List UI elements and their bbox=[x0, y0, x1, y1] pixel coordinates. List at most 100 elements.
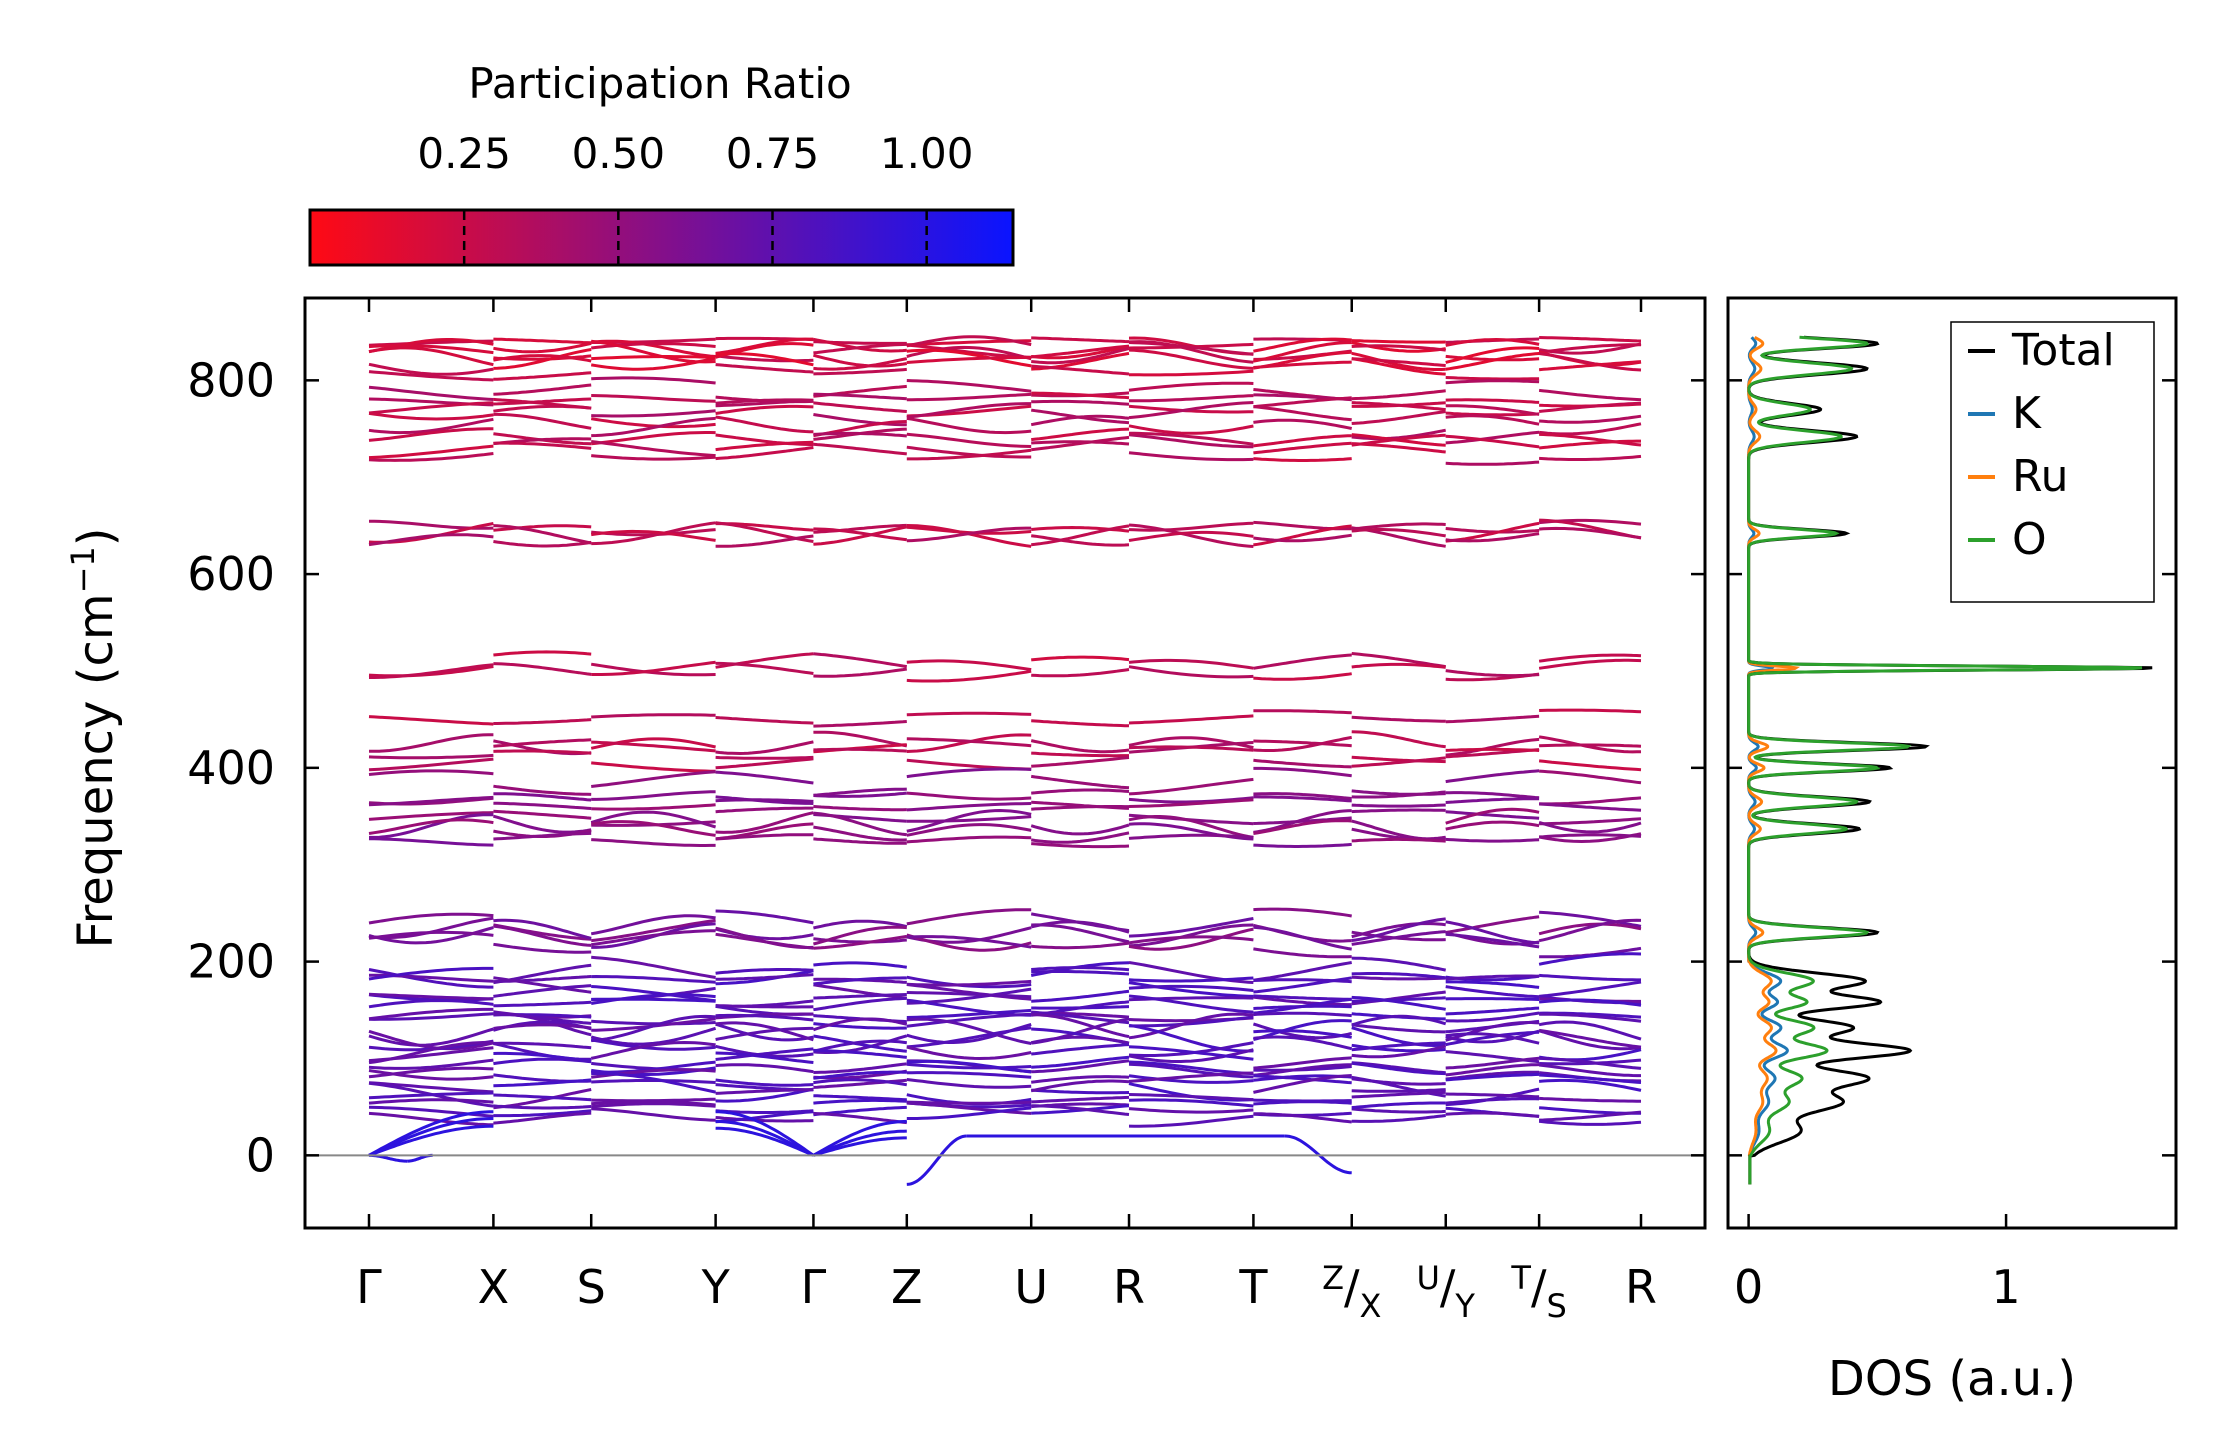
kpoint-label: Y bbox=[701, 1260, 731, 1314]
phonon-band bbox=[813, 934, 908, 950]
phonon-band bbox=[1351, 389, 1446, 401]
phonon-band bbox=[715, 446, 814, 461]
phonon-band bbox=[1351, 1044, 1447, 1059]
phonon-band bbox=[813, 392, 907, 401]
phonon-band bbox=[813, 787, 907, 797]
phonon-band bbox=[368, 417, 494, 435]
phonon-band bbox=[1539, 833, 1642, 839]
acoustic-branch bbox=[715, 1119, 815, 1157]
phonon-band bbox=[906, 933, 1032, 952]
phonon-band bbox=[1253, 1100, 1352, 1106]
acoustic-branch bbox=[812, 1136, 907, 1157]
phonon-band bbox=[1445, 997, 1540, 1001]
phonon-band bbox=[906, 432, 1032, 448]
phonon-band bbox=[1253, 1056, 1352, 1070]
phonon-band bbox=[493, 371, 592, 381]
phonon-band bbox=[813, 837, 907, 845]
band-y-tick-label: 200 bbox=[187, 935, 275, 989]
phonon-band bbox=[1031, 534, 1130, 547]
phonon-band bbox=[1253, 1019, 1352, 1042]
phonon-band bbox=[493, 348, 592, 370]
phonon-band bbox=[1128, 1045, 1254, 1061]
legend-items: Total K Ru O bbox=[1968, 325, 2115, 565]
phonon-band bbox=[1538, 820, 1642, 834]
phonon-band bbox=[715, 1022, 814, 1042]
acoustic-branch bbox=[368, 1124, 494, 1157]
phonon-band bbox=[591, 660, 716, 676]
phonon-band bbox=[493, 984, 592, 998]
phonon-band bbox=[1128, 798, 1254, 808]
phonon-band bbox=[1031, 1013, 1130, 1039]
phonon-band bbox=[1253, 994, 1352, 1001]
phonon-band bbox=[715, 973, 814, 981]
phonon-band bbox=[493, 784, 592, 796]
phonon-band bbox=[906, 335, 1032, 348]
phonon-band bbox=[813, 667, 908, 678]
phonon-band bbox=[493, 1109, 592, 1118]
phonon-band bbox=[591, 355, 716, 361]
phonon-band bbox=[906, 835, 1032, 844]
phonon-band bbox=[906, 1045, 1032, 1061]
phonon-band bbox=[813, 791, 907, 798]
phonon-band bbox=[1030, 823, 1130, 836]
phonon-band bbox=[1351, 1023, 1446, 1034]
phonon-band bbox=[1253, 1004, 1352, 1010]
phonon-band bbox=[906, 392, 1032, 402]
phonon-band bbox=[1445, 1030, 1540, 1047]
phonon-band bbox=[906, 659, 1032, 672]
phonon-band bbox=[906, 669, 1032, 683]
phonon-band bbox=[1128, 984, 1254, 992]
phonon-band bbox=[813, 996, 907, 1012]
phonon-band bbox=[1128, 745, 1254, 752]
phonon-band bbox=[1445, 1032, 1540, 1045]
phonon-band bbox=[591, 409, 716, 418]
phonon-band bbox=[368, 795, 494, 807]
phonon-band bbox=[493, 1057, 592, 1066]
phonon-band bbox=[1031, 719, 1130, 728]
phonon-band bbox=[1031, 1104, 1130, 1116]
phonon-band bbox=[1445, 430, 1540, 445]
phonon-band bbox=[1351, 956, 1447, 972]
band-axes-frame bbox=[303, 296, 1707, 1230]
kpoint-label: R bbox=[1625, 1260, 1657, 1314]
phonon-band bbox=[1351, 790, 1446, 799]
phonon-band bbox=[1128, 1023, 1254, 1053]
phonon-band bbox=[1253, 907, 1352, 918]
phonon-band bbox=[590, 356, 716, 371]
phonon-band bbox=[1538, 769, 1642, 785]
phonon-band bbox=[1031, 344, 1130, 359]
phonon-band bbox=[906, 416, 1032, 435]
phonon-band bbox=[1253, 1011, 1352, 1018]
phonon-band bbox=[813, 342, 907, 355]
phonon-band bbox=[715, 1047, 814, 1061]
phonon-band bbox=[813, 1078, 908, 1087]
phonon-band bbox=[368, 401, 494, 415]
phonon-band bbox=[591, 431, 716, 446]
phonon-band bbox=[1539, 336, 1642, 343]
phonon-band bbox=[813, 961, 907, 969]
phonon-band bbox=[1351, 401, 1446, 412]
phonon-band bbox=[813, 431, 907, 438]
phonon-band bbox=[369, 663, 494, 679]
phonon-band bbox=[906, 379, 1032, 393]
legend-label: Ru bbox=[2012, 451, 2068, 502]
phonon-band bbox=[1445, 807, 1540, 825]
acoustic-branch bbox=[368, 1110, 494, 1157]
phonon-band bbox=[906, 815, 1032, 823]
phonon-band bbox=[591, 454, 716, 461]
phonon-band bbox=[591, 974, 716, 984]
phonon-band bbox=[1445, 932, 1540, 949]
phonon-band bbox=[1253, 976, 1352, 994]
phonon-band bbox=[1538, 342, 1642, 355]
acoustic-branch bbox=[368, 1117, 494, 1157]
band-y-tick-label: 800 bbox=[187, 353, 275, 407]
phonon-band bbox=[1351, 972, 1446, 980]
phonon-band bbox=[906, 791, 1032, 801]
phonon-band bbox=[1253, 1112, 1352, 1124]
phonon-band bbox=[1538, 973, 1641, 982]
phonon-band bbox=[715, 757, 814, 770]
phonon-band bbox=[1351, 975, 1446, 981]
phonon-band bbox=[1445, 460, 1540, 466]
phonon-band bbox=[1128, 1048, 1254, 1063]
phonon-band bbox=[1445, 379, 1540, 385]
